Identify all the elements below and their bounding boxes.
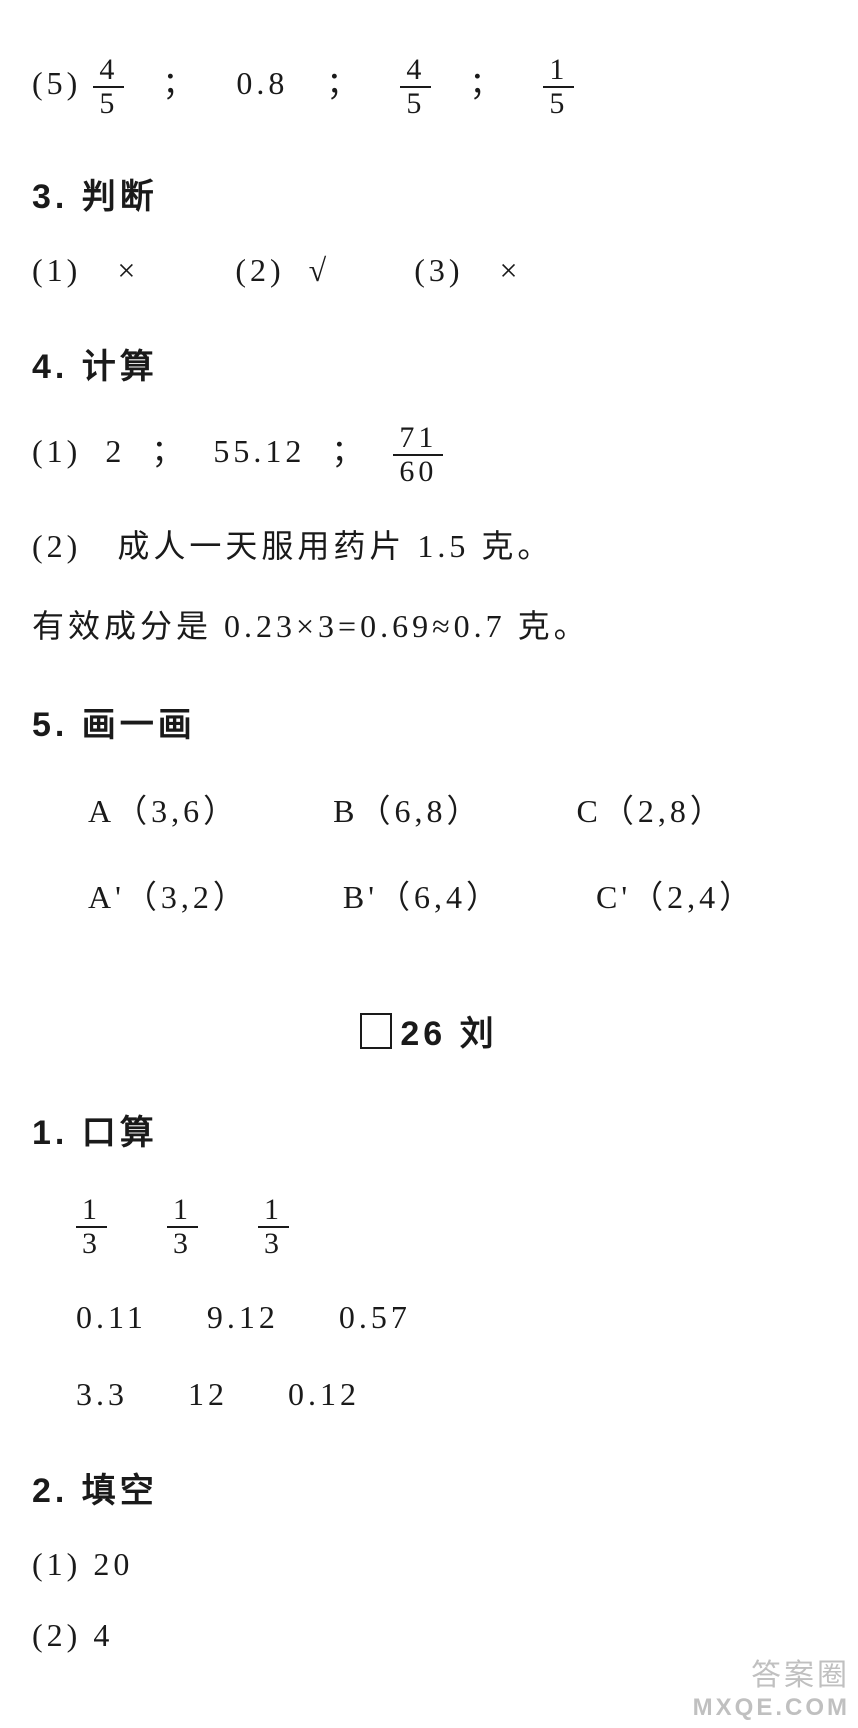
q5-frac-4: 1 5 [543, 54, 574, 119]
sep: ； [151, 433, 187, 469]
point-A: A（3,6） [88, 786, 239, 832]
heading-calc: 4. 计算 [32, 339, 826, 388]
watermark-text-1: 答案圈 [693, 1650, 850, 1694]
k-r1c3: 1 3 [258, 1194, 289, 1259]
sep: ； [162, 65, 198, 101]
kousuan-row-3: 3.3 12 0.12 [76, 1376, 826, 1413]
k-r1c1: 1 3 [76, 1194, 107, 1259]
k-r2c1: 0.11 [76, 1299, 147, 1336]
points-row-2: A'（3,2） B'（6,4） C'（2,4） [88, 872, 826, 918]
calc-row-1: (1) 2 ； 55.12 ； 71 60 [32, 422, 826, 487]
question-5-row: (5) 4 5 ； 0.8 ； 4 5 ； 1 5 [32, 54, 826, 119]
q5-prefix: (5) [32, 65, 81, 101]
j3-label: (3) [414, 252, 463, 288]
k-r2c2: 9.12 [207, 1299, 279, 1336]
c1-frac: 71 60 [393, 422, 443, 487]
calc-row-2: (2) 成人一天服用药片 1.5 克。 [32, 521, 826, 567]
heading-judge: 3. 判断 [32, 169, 826, 218]
q5-frac-3: 4 5 [400, 54, 431, 119]
kousuan-row-2: 0.11 9.12 0.57 [76, 1299, 826, 1336]
k-r2c3: 0.57 [339, 1299, 411, 1336]
heading-tiankong: 2. 填空 [32, 1463, 826, 1512]
heading-draw: 5. 画一画 [32, 697, 826, 746]
point-Bp: B'（6,4） [343, 872, 502, 918]
j3-val: × [500, 252, 522, 288]
c1-v1: 2 [105, 433, 125, 469]
c1-label: (1) [32, 433, 81, 469]
j2-val: √ [309, 252, 331, 288]
heading-kousuan: 1. 口算 [32, 1105, 826, 1154]
q5-val-2: 0.8 [236, 65, 288, 101]
c2-label: (2) [32, 528, 81, 564]
point-B: B（6,8） [333, 786, 482, 832]
j1-label: (1) [32, 252, 81, 288]
judge-row: (1) × (2) √ (3) × [32, 252, 826, 289]
tiankong-1: (1) 20 [32, 1546, 826, 1583]
k-r1c2: 1 3 [167, 1194, 198, 1259]
j1-val: × [117, 252, 139, 288]
c1-v2: 55.12 [213, 433, 305, 469]
sep: ； [469, 65, 505, 101]
k-r3c1: 3.3 [76, 1376, 128, 1413]
q5-frac-1: 4 5 [93, 54, 124, 119]
watermark: 答案圈 MXQE.COM [693, 1650, 850, 1722]
session-title: 26 刘 [32, 1006, 826, 1055]
point-Cp: C'（2,4） [596, 872, 755, 918]
kousuan-row-1: 1 3 1 3 1 3 [76, 1194, 826, 1259]
k-r3c2: 12 [188, 1376, 228, 1413]
tofu-icon [360, 1013, 392, 1049]
point-Ap: A'（3,2） [88, 872, 249, 918]
watermark-text-2: MXQE.COM [693, 1694, 850, 1722]
c3-text: 有效成分是 0.23×3=0.69≈0.7 克。 [32, 608, 590, 644]
j2-label: (2) [235, 252, 284, 288]
session-label: 26 刘 [400, 1015, 497, 1053]
points-row-1: A（3,6） B（6,8） C（2,8） [88, 786, 826, 832]
calc-row-3: 有效成分是 0.23×3=0.69≈0.7 克。 [32, 601, 826, 647]
sep: ； [326, 65, 362, 101]
k-r3c3: 0.12 [288, 1376, 360, 1413]
sep: ； [331, 433, 367, 469]
tiankong-2: (2) 4 [32, 1617, 826, 1654]
point-C: C（2,8） [576, 786, 725, 832]
c2-text: 成人一天服用药片 1.5 克。 [117, 528, 553, 564]
